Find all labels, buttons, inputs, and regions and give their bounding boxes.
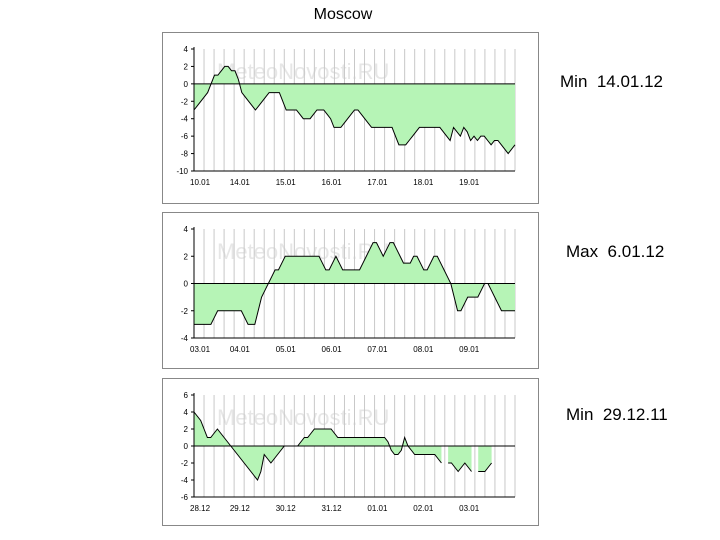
y-tick-label: 6 <box>184 391 189 400</box>
x-tick-label: 07.01 <box>367 345 388 354</box>
x-tick-label: 28.12 <box>190 504 211 513</box>
y-tick-label: -10 <box>176 167 188 176</box>
y-tick-label: 4 <box>184 45 189 54</box>
y-tick-label: -4 <box>181 476 189 485</box>
y-tick-label: 2 <box>184 425 189 434</box>
chart-3-svg: MeteoNovosti.RU 6 4 2 0 -2 -4 -628.12 29.12 30.12… <box>181 391 516 513</box>
x-tick-label: 30.12 <box>276 504 297 513</box>
x-tick-label: 29.12 <box>230 504 251 513</box>
watermark-text: MeteoNovosti.RU <box>217 59 389 84</box>
x-tick-label: 06.01 <box>322 345 343 354</box>
x-tick-label: 03.01 <box>459 504 480 513</box>
y-tick-label: 0 <box>184 280 189 289</box>
y-tick-label: 0 <box>184 80 189 89</box>
y-tick-label: 0 <box>184 442 189 451</box>
side-label-3: Min 29.12.11 <box>566 405 668 424</box>
x-tick-label: 04.01 <box>230 345 251 354</box>
x-tick-label: 18.01 <box>413 178 434 187</box>
x-tick-label: 16.01 <box>322 178 343 187</box>
x-tick-label: 15.01 <box>276 178 297 187</box>
x-tick-label: 02.01 <box>413 504 434 513</box>
y-tick-label: -4 <box>181 115 189 124</box>
area-fill <box>478 446 492 472</box>
series-line <box>448 462 472 473</box>
y-tick-label: -6 <box>181 132 189 141</box>
x-tick-label: 05.01 <box>276 345 297 354</box>
x-tick-label: 17.01 <box>367 178 388 187</box>
y-tick-label: 4 <box>184 225 189 234</box>
y-tick-label: -2 <box>181 307 189 316</box>
x-tick-label: 19.01 <box>459 178 480 187</box>
y-tick-label: -8 <box>181 150 189 159</box>
series-line <box>193 65 516 155</box>
chart-panel-1: MeteoNovosti.RU 4 2 0 -2 -4 -6 -8 -10 10.01 14.01 1… <box>162 32 539 204</box>
page-title: Moscow <box>313 6 373 23</box>
y-tick-label: -4 <box>181 334 189 343</box>
x-tick-label: 08.01 <box>413 345 434 354</box>
x-tick-label: 03.01 <box>190 345 211 354</box>
y-tick-label: -6 <box>181 493 189 502</box>
series-line <box>478 462 492 472</box>
y-tick-label: -2 <box>181 97 189 106</box>
y-tick-label: 2 <box>184 62 189 71</box>
series-line <box>193 411 442 481</box>
series-line <box>194 242 515 325</box>
y-tick-label: -2 <box>181 459 189 468</box>
side-label-1: Min 14.01.12 <box>560 72 664 91</box>
side-label-2: Max 6.01.12 <box>566 242 665 261</box>
x-tick-label: 14.01 <box>230 178 251 187</box>
x-tick-label: 31.12 <box>322 504 343 513</box>
x-tick-label: 10.01 <box>190 178 211 187</box>
area-fill <box>448 446 472 472</box>
y-tick-label: 4 <box>184 408 189 417</box>
chart-panel-3: MeteoNovosti.RU 6 4 2 0 -2 -4 -6 28.12 29.12 30.12… <box>162 378 539 526</box>
watermark-text: MeteoNovosti.RU <box>217 405 389 430</box>
chart-panel-2: MeteoNovosti.RU 4 2 0 -2 -4 03.01 04.01 05.01 06.… <box>162 212 539 369</box>
x-tick-label: 01.01 <box>367 504 388 513</box>
y-tick-label: 2 <box>184 252 189 261</box>
x-tick-label: 09.01 <box>459 345 480 354</box>
